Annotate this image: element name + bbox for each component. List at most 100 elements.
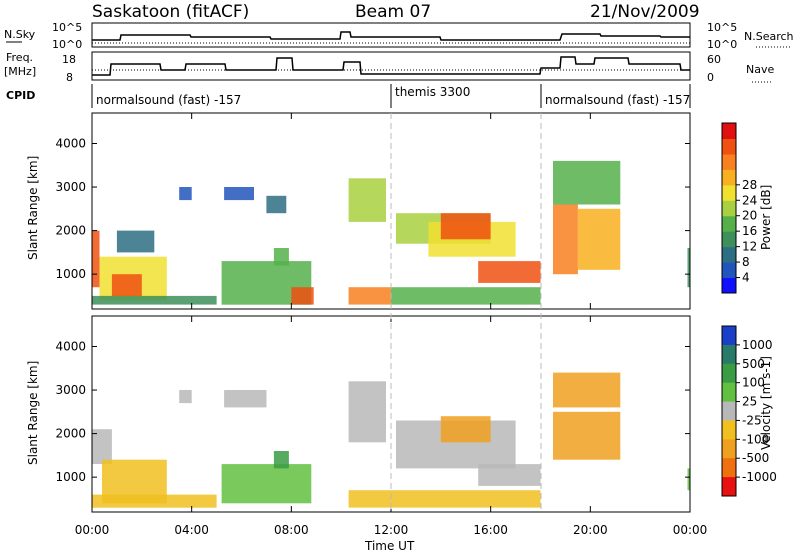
velocity-colorbar-tick-label: -25 xyxy=(742,413,762,427)
power-data-region xyxy=(111,274,142,296)
power-y-tick-label: 3000 xyxy=(55,180,86,194)
x-tick-label: 16:00 xyxy=(473,523,508,537)
power-data-region xyxy=(391,287,541,305)
x-tick-label: 00:00 xyxy=(673,523,708,537)
velocity-heatmap-panel: 1000 2000 3000 4000 Slant Range [km] xyxy=(26,315,691,513)
power-data-region xyxy=(266,195,287,214)
velocity-y-axis-title: Slant Range [km] xyxy=(26,361,40,465)
freq-tick-top: 18 xyxy=(62,53,76,66)
freq-label: Freq. xyxy=(6,51,33,64)
velocity-data-region xyxy=(221,464,312,504)
velocity-colorbar-frame xyxy=(721,325,737,497)
velocity-data-cells xyxy=(92,372,690,508)
velocity-colorbar-tick-label: 25 xyxy=(742,395,757,409)
velocity-colorbar-swatch xyxy=(722,458,736,478)
power-colorbar-swatch xyxy=(722,123,736,139)
velocity-colorbar-swatch xyxy=(722,401,736,421)
velocity-colorbar-tick-label: -100 xyxy=(742,432,769,446)
velocity-data-region xyxy=(348,381,386,443)
power-y-tick-label: 4000 xyxy=(55,136,86,150)
power-colorbar-tick-label: 12 xyxy=(742,240,757,254)
velocity-data-region xyxy=(687,468,690,491)
cpid-segment-3: normalsound (fast) -157 xyxy=(545,93,690,107)
velocity-data-region xyxy=(224,390,267,408)
power-colorbar-tick-label: 8 xyxy=(742,255,750,269)
power-data-region xyxy=(553,160,621,205)
power-y-tick-label: 1000 xyxy=(55,267,86,281)
velocity-colorbar-tick-label: -500 xyxy=(742,451,769,465)
x-tick-label: 12:00 xyxy=(374,523,409,537)
power-data-region xyxy=(92,230,100,288)
power-data-region xyxy=(348,178,386,222)
power-data-cells xyxy=(92,160,690,305)
power-data-region xyxy=(440,213,491,240)
velocity-data-region xyxy=(391,490,541,508)
freq-tick-bottom: 8 xyxy=(66,71,73,84)
power-heatmap-panel: 1000 2000 3000 4000 Slant Range [km] xyxy=(26,112,691,310)
velocity-data-region xyxy=(273,451,289,469)
velocity-colorbar-swatch xyxy=(722,439,736,459)
velocity-data-region xyxy=(92,429,112,464)
cpid-segment-2: themis 3300 xyxy=(395,85,470,99)
velocity-data-region xyxy=(92,494,217,508)
velocity-colorbar-swatch xyxy=(722,344,736,365)
power-colorbar-tick-label: 24 xyxy=(742,193,757,207)
power-colorbar-tick-label: 16 xyxy=(742,224,757,238)
velocity-colorbar-tick-label: 1000 xyxy=(742,338,773,352)
nave-tick-top: 60 xyxy=(707,53,721,66)
velocity-colorbar-swatch xyxy=(722,363,736,384)
velocity-data-region xyxy=(179,390,192,404)
power-colorbar-swatch xyxy=(722,184,736,201)
power-colorbar-frame xyxy=(721,122,737,294)
power-data-region xyxy=(687,248,690,288)
velocity-y-ticks: 1000 2000 3000 4000 xyxy=(55,339,690,484)
freq-panel-frame xyxy=(91,51,691,81)
velocity-y-tick-label: 2000 xyxy=(55,427,86,441)
nsky-tick-bottom: 10^0 xyxy=(52,38,82,51)
nsearch-tick-bottom: 10^0 xyxy=(707,38,737,51)
nsky-trace xyxy=(92,31,690,41)
power-data-region xyxy=(478,261,541,283)
power-colorbar-swatch xyxy=(722,277,736,294)
cpid-label: CPID xyxy=(6,89,35,102)
velocity-data-region xyxy=(440,416,491,443)
nave-label: Nave xyxy=(746,63,774,76)
power-data-region xyxy=(273,248,289,266)
x-tick-label: 00:00 xyxy=(75,523,110,537)
power-colorbar-swatch xyxy=(722,231,736,248)
power-colorbar-swatch xyxy=(722,246,736,263)
nsearch-label: N.Search xyxy=(744,30,794,43)
date-title: 21/Nov/2009 xyxy=(590,2,700,22)
power-colorbar-swatch xyxy=(722,138,736,155)
power-data-region xyxy=(224,187,254,201)
station-title: Saskatoon (fitACF) xyxy=(92,2,249,22)
velocity-colorbar-swatch xyxy=(722,326,736,346)
freq-unit-label: [MHz] xyxy=(4,65,36,78)
power-colorbar-tick-label: 4 xyxy=(742,271,750,285)
velocity-y-tick-label: 1000 xyxy=(55,470,86,484)
x-axis-title: Time UT xyxy=(364,539,415,553)
x-tick-label: 08:00 xyxy=(274,523,309,537)
power-colorbar-tick-label: 28 xyxy=(742,178,757,192)
power-colorbar-tick-label: 20 xyxy=(742,209,757,223)
power-colorbar-swatch xyxy=(722,153,736,170)
velocity-y-tick-label: 4000 xyxy=(55,339,86,353)
freq-trace xyxy=(92,56,690,76)
power-colorbar-swatch xyxy=(722,169,736,186)
x-tick-label: 20:00 xyxy=(573,523,608,537)
power-colorbar-swatch xyxy=(722,215,736,232)
power-data-region xyxy=(577,208,621,270)
velocity-colorbar-swatch xyxy=(722,477,736,497)
velocity-colorbar-label: Velocity [m s-1] xyxy=(759,356,773,450)
beam-title: Beam 07 xyxy=(355,2,431,22)
power-data-region xyxy=(348,287,391,305)
power-y-axis-title: Slant Range [km] xyxy=(26,156,40,260)
x-tick-label: 04:00 xyxy=(174,523,209,537)
velocity-colorbar-swatch xyxy=(722,420,736,440)
power-colorbar-swatch xyxy=(722,200,736,217)
velocity-colorbar: 1000 500 100 25 -25 -100 -500 -1000 xyxy=(721,325,777,497)
velocity-y-tick-label: 3000 xyxy=(55,383,86,397)
nsky-panel-frame xyxy=(91,22,691,48)
power-colorbar-swatch xyxy=(722,262,736,279)
